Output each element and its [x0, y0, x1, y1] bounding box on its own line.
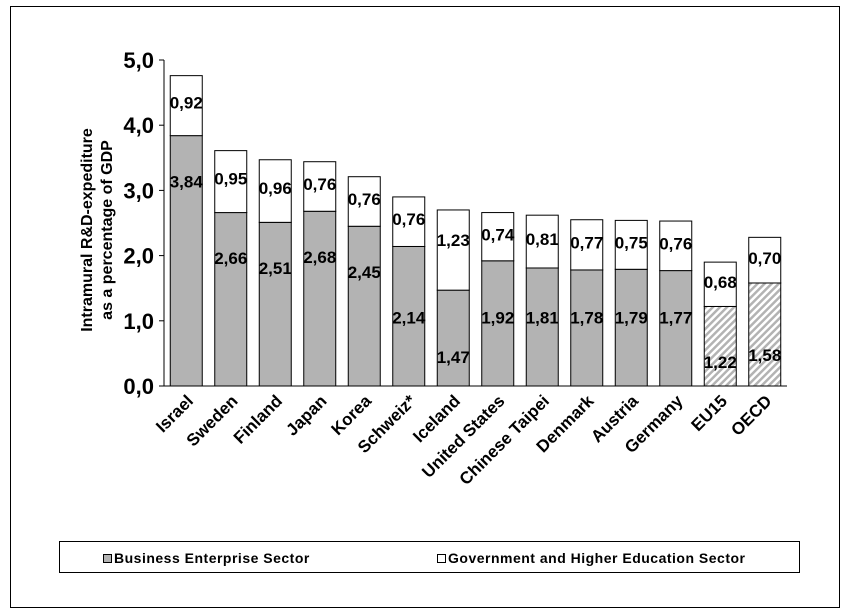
label-business-12: 1,22	[704, 353, 737, 372]
bar-government-0	[169, 75, 203, 137]
legend-swatch-government	[437, 553, 446, 563]
bar-government-10	[614, 219, 648, 270]
label-government-4: 0,76	[348, 190, 381, 209]
y-tick-label: 1,0	[123, 309, 154, 334]
label-business-3: 2,68	[303, 248, 336, 267]
category-label-12: EU15	[688, 391, 732, 435]
bar-business-11	[659, 270, 693, 387]
label-government-2: 0,96	[259, 179, 292, 198]
bar-business-13	[748, 282, 782, 387]
label-business-7: 1,92	[481, 309, 514, 328]
legend-item-government: Government and Higher Education Sector	[437, 550, 746, 566]
bar-business-2	[258, 221, 292, 387]
bar-government-13	[748, 236, 782, 284]
label-business-13: 1,58	[748, 346, 781, 365]
bars	[169, 75, 782, 387]
label-business-1: 2,66	[214, 249, 247, 268]
bar-government-12	[703, 261, 737, 307]
bar-business-3	[303, 210, 337, 387]
y-axis-title: Intramural R&D-expediture as a percentage…	[79, 128, 116, 332]
label-government-8: 0,81	[526, 230, 559, 249]
y-tick-label: 2,0	[123, 244, 154, 269]
label-government-13: 0,70	[748, 249, 781, 268]
bar-business-7	[481, 260, 515, 387]
bar-government-11	[659, 220, 693, 272]
bar-business-9	[570, 269, 604, 387]
bar-business-10	[614, 268, 648, 387]
bar-government-7	[481, 212, 515, 262]
label-business-11: 1,77	[659, 309, 692, 328]
bar-business-6	[436, 289, 470, 387]
label-government-3: 0,76	[303, 175, 336, 194]
bar-business-8	[525, 267, 559, 387]
label-government-6: 1,23	[437, 231, 470, 250]
bar-government-9	[570, 219, 604, 271]
label-business-8: 1,81	[526, 309, 559, 328]
y-axis-title-line: as a percentage of GDP	[99, 140, 116, 320]
label-business-6: 1,47	[437, 348, 470, 367]
y-axis-title-line: Intramural R&D-expediture	[79, 128, 96, 332]
bar-government-8	[525, 214, 559, 269]
label-business-4: 2,45	[348, 263, 381, 282]
bar-government-5	[392, 196, 426, 247]
category-label-2: Finland	[230, 391, 286, 447]
label-government-0: 0,92	[170, 94, 203, 113]
label-government-7: 0,74	[481, 225, 515, 244]
legend-swatch-business	[103, 553, 112, 563]
y-tick-label: 0,0	[123, 374, 154, 399]
bar-business-0	[169, 135, 203, 387]
bar-business-4	[347, 225, 381, 387]
label-business-10: 1,79	[615, 309, 648, 328]
bar-business-1	[214, 212, 248, 387]
label-government-1: 0,95	[214, 170, 247, 189]
label-government-12: 0,68	[704, 273, 737, 292]
label-government-11: 0,76	[659, 234, 692, 253]
label-business-2: 2,51	[259, 259, 292, 278]
label-government-10: 0,75	[615, 233, 648, 252]
data-labels: 3,84 0,92 2,66 0,95 2,51 0,96 2,68 0,76 2,45 0,76…	[170, 94, 782, 372]
label-government-5: 0,76	[392, 210, 425, 229]
label-business-9: 1,78	[570, 309, 603, 328]
category-label-13: OECD	[727, 391, 775, 439]
legend-label-government: Government and Higher Education Sector	[448, 550, 746, 566]
bar-government-4	[347, 176, 381, 227]
bar-government-2	[258, 159, 292, 223]
label-government-9: 0,77	[570, 233, 603, 252]
y-tick-label: 5,0	[123, 48, 154, 73]
bar-government-6	[436, 209, 470, 291]
legend-item-business: Business Enterprise Sector	[103, 550, 310, 566]
category-label-3: Japan	[282, 391, 330, 439]
label-business-0: 3,84	[170, 172, 204, 191]
y-tick-label: 3,0	[123, 178, 154, 203]
x-axis-labels: IsraelSwedenFinlandJapanKoreaSchweiz*Ice…	[152, 391, 775, 489]
bar-government-1	[214, 150, 248, 214]
bar-government-3	[303, 161, 337, 212]
bar-business-12	[703, 305, 737, 387]
y-tick-label: 4,0	[123, 113, 154, 138]
legend: Business Enterprise Sector Government an…	[59, 541, 800, 573]
label-business-5: 2,14	[392, 309, 426, 328]
legend-label-business: Business Enterprise Sector	[114, 550, 310, 566]
